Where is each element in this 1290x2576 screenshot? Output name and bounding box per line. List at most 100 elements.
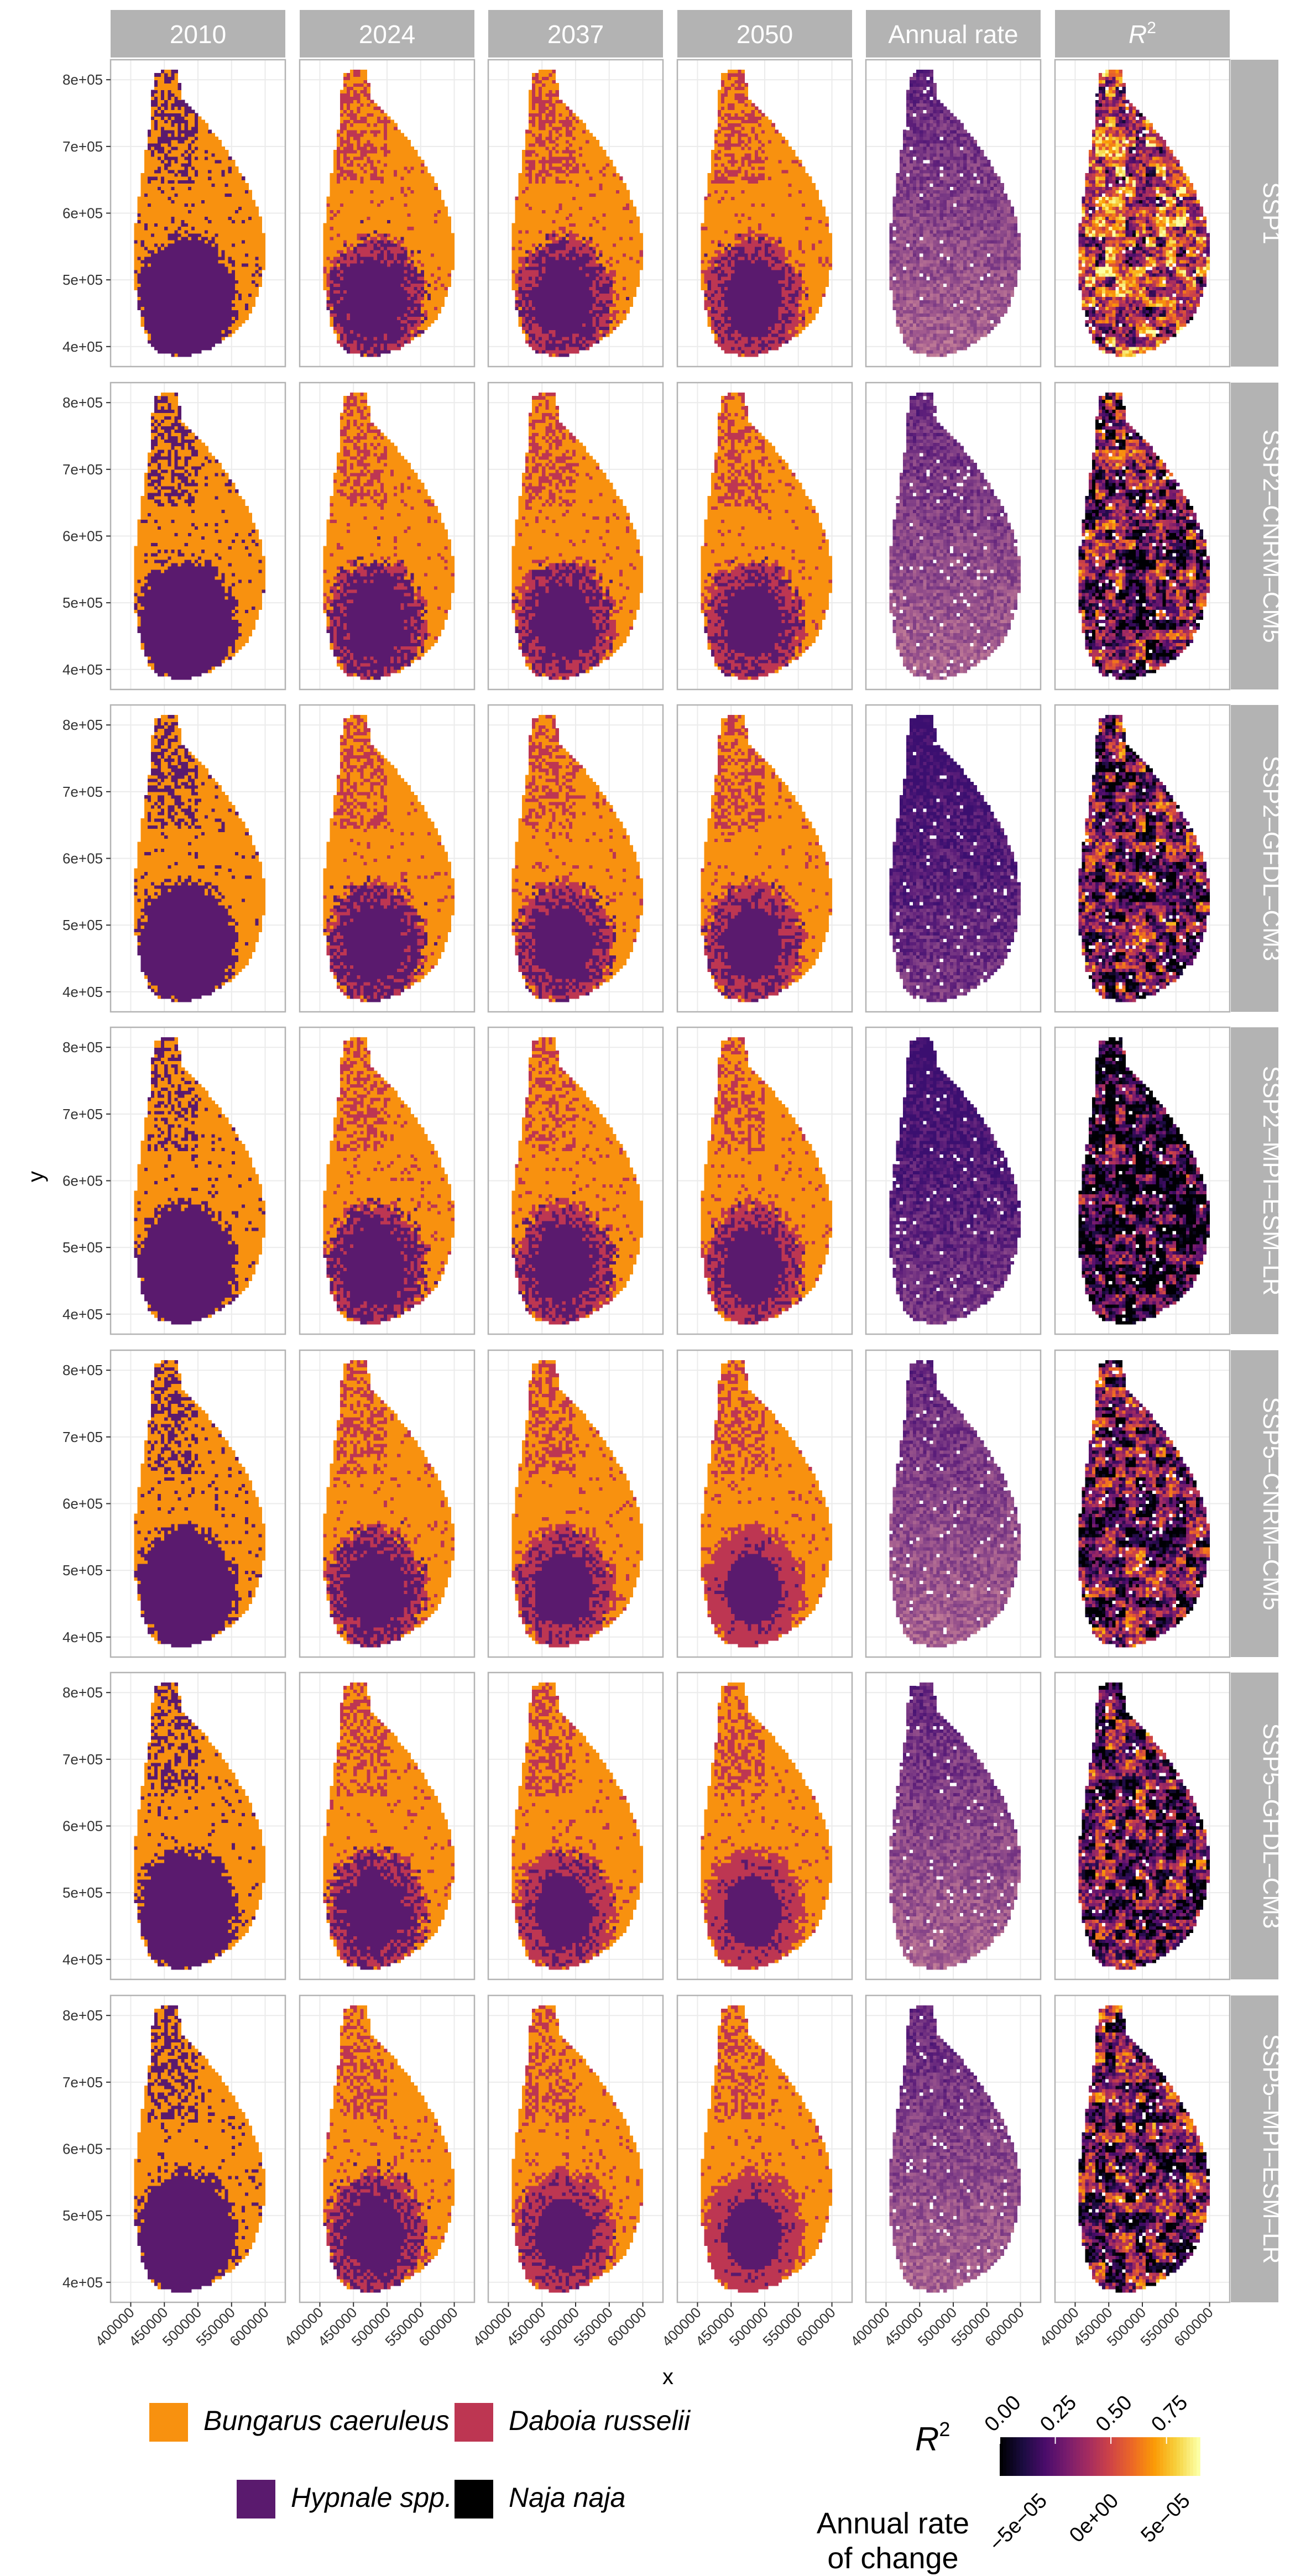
raster-cell (178, 330, 182, 334)
raster-cell (174, 283, 178, 287)
raster-cell (225, 296, 229, 300)
raster-cell (171, 330, 175, 334)
raster-cell (181, 173, 185, 177)
raster-cell (252, 247, 255, 250)
raster-cell (185, 267, 189, 270)
raster-cell (154, 183, 158, 187)
raster-cell (185, 257, 189, 260)
raster-cell (235, 296, 239, 300)
raster-cell (195, 156, 199, 160)
raster-cell (232, 183, 236, 187)
raster-cell (168, 280, 171, 284)
raster-cell (228, 330, 232, 334)
raster-cell (144, 276, 148, 280)
raster-cell (164, 253, 168, 257)
raster-cell (201, 283, 205, 287)
raster-cell (222, 330, 226, 334)
raster-cell (235, 183, 239, 187)
raster-cell (171, 353, 175, 357)
raster-cell (258, 280, 262, 284)
raster-cell (208, 293, 212, 297)
raster-cell (205, 317, 208, 321)
raster-cell (198, 147, 202, 150)
raster-cell (215, 190, 218, 194)
raster-cell (144, 267, 148, 270)
raster-cell (262, 253, 265, 257)
raster-cell (185, 283, 189, 287)
raster-cell (138, 280, 142, 284)
raster-cell (208, 340, 212, 344)
raster-cell (141, 280, 145, 284)
raster-cell (174, 290, 178, 294)
raster-cell (198, 220, 202, 224)
raster-cell (215, 243, 218, 247)
raster-cell (148, 147, 152, 150)
raster-cell (215, 233, 218, 237)
raster-cell (208, 223, 212, 227)
raster-cell (178, 153, 182, 157)
raster-cell (238, 186, 242, 190)
raster-cell (248, 273, 252, 277)
raster-cell (164, 243, 168, 247)
raster-cell (171, 250, 175, 254)
raster-cell (158, 343, 161, 347)
raster-cell (235, 303, 239, 307)
raster-cell (144, 270, 148, 274)
raster-cell (144, 223, 148, 227)
raster-cell (171, 247, 175, 250)
raster-cell (185, 166, 189, 170)
raster-cell (232, 247, 236, 250)
raster-cell (211, 190, 215, 194)
raster-cell (215, 206, 218, 210)
raster-cell (188, 227, 192, 231)
raster-cell (188, 210, 192, 213)
raster-cell (178, 337, 182, 341)
raster-cell (188, 330, 192, 334)
raster-cell (208, 267, 212, 270)
raster-cell (148, 290, 152, 294)
raster-cell (228, 206, 232, 210)
raster-cell (198, 323, 202, 327)
raster-cell (191, 260, 195, 264)
raster-cell (158, 156, 161, 160)
raster-cell (228, 306, 232, 310)
raster-cell (168, 233, 171, 237)
raster-cell (222, 156, 226, 160)
raster-cell (235, 233, 239, 237)
raster-cell (161, 340, 165, 344)
raster-cell (164, 227, 168, 231)
raster-cell (171, 147, 175, 150)
raster-cell (215, 183, 218, 187)
raster-cell (178, 186, 182, 190)
raster-cell (154, 260, 158, 264)
raster-cell (174, 210, 178, 213)
raster-cell (198, 327, 202, 331)
raster-cell (158, 263, 161, 267)
raster-cell (215, 250, 218, 254)
raster-cell (198, 257, 202, 260)
raster-cell (235, 193, 239, 197)
raster-cell (195, 333, 199, 337)
raster-cell (201, 317, 205, 321)
raster-cell (245, 193, 249, 197)
raster-cell (242, 237, 246, 241)
raster-cell (198, 160, 202, 164)
raster-cell (228, 200, 232, 203)
raster-cell (245, 227, 249, 231)
raster-cell (255, 230, 259, 234)
raster-cell (185, 243, 189, 247)
raster-cell (258, 237, 262, 241)
raster-cell (174, 183, 178, 187)
raster-cell (144, 230, 148, 234)
raster-cell (164, 337, 168, 341)
raster-cell (232, 276, 236, 280)
raster-cell (141, 250, 145, 254)
raster-cell (164, 153, 168, 157)
raster-cell (218, 243, 222, 247)
raster-cell (168, 210, 171, 213)
raster-cell (201, 166, 205, 170)
raster-cell (171, 170, 175, 174)
raster-cell (215, 340, 218, 344)
raster-cell (144, 210, 148, 213)
raster-cell (211, 240, 215, 244)
